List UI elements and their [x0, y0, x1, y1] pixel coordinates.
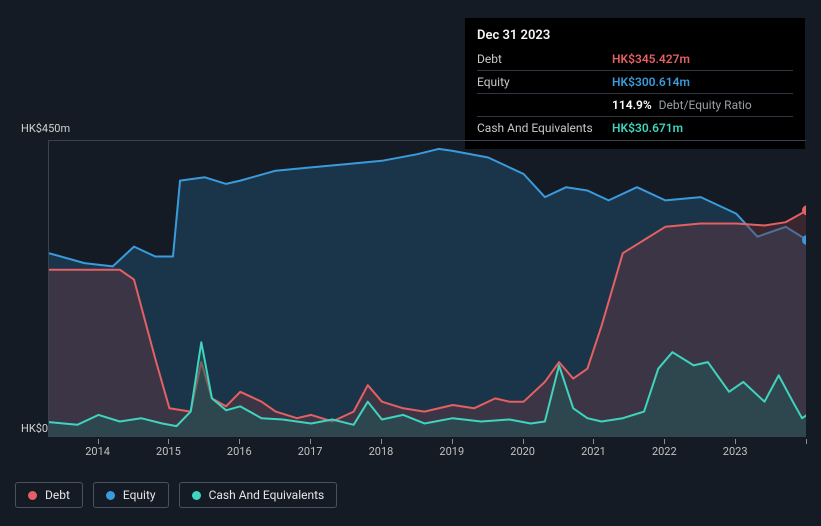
x-tick [593, 439, 594, 444]
x-tick [735, 439, 736, 444]
legend-item-equity[interactable]: Equity [93, 482, 169, 508]
tooltip-value: 114.9% [612, 98, 652, 112]
tooltip-label: Debt [477, 50, 612, 68]
plot-svg [49, 141, 806, 437]
y-axis-label-min: HK$0 [21, 422, 48, 435]
legend-item-cash[interactable]: Cash And Equivalents [179, 482, 338, 508]
legend-label: Equity [123, 488, 156, 502]
plot-area[interactable] [48, 140, 806, 437]
x-tick [452, 439, 453, 444]
x-axis-label: 2019 [439, 445, 464, 458]
x-tick [168, 439, 169, 444]
legend-dot [28, 491, 37, 500]
chart: HK$450m HK$0 201420152016201720182019202… [15, 122, 806, 452]
x-axis-label: 2020 [510, 445, 535, 458]
legend-label: Debt [45, 488, 70, 502]
x-axis-label: 2015 [156, 445, 181, 458]
x-tick [523, 439, 524, 444]
legend-dot [106, 491, 115, 500]
tooltip-row-debt: Debt HK$345.427m [477, 48, 793, 71]
legend-dot [192, 491, 201, 500]
x-tick [310, 439, 311, 444]
legend-item-debt[interactable]: Debt [15, 482, 83, 508]
x-axis-label: 2022 [652, 445, 677, 458]
tooltip-row-equity: Equity HK$300.614m [477, 71, 793, 94]
legend-label: Cash And Equivalents [209, 488, 325, 502]
x-tick [239, 439, 240, 444]
tooltip-value: HK$345.427m [612, 50, 690, 68]
legend: Debt Equity Cash And Equivalents [15, 482, 337, 508]
x-axis-label: 2021 [581, 445, 606, 458]
x-axis-label: 2017 [298, 445, 323, 458]
tooltip-label [477, 96, 612, 114]
x-axis-label: 2018 [369, 445, 394, 458]
x-tick [664, 439, 665, 444]
x-axis-label: 2014 [85, 445, 110, 458]
x-tick [806, 439, 807, 444]
x-axis-label: 2023 [723, 445, 748, 458]
x-axis-label: 2016 [227, 445, 252, 458]
x-axis: 2014 2015 2016 2017 2018 2019 2020 2021 2022 2023 [48, 439, 806, 457]
tooltip-label: Equity [477, 73, 612, 91]
x-tick [98, 439, 99, 444]
x-tick [381, 439, 382, 444]
tooltip-row-ratio: 114.9% Debt/Equity Ratio [477, 94, 793, 117]
y-axis-label-max: HK$450m [21, 122, 70, 135]
tooltip-date: Dec 31 2023 [477, 26, 793, 46]
tooltip-value: HK$300.614m [612, 73, 690, 91]
tooltip-sublabel: Debt/Equity Ratio [659, 98, 752, 112]
